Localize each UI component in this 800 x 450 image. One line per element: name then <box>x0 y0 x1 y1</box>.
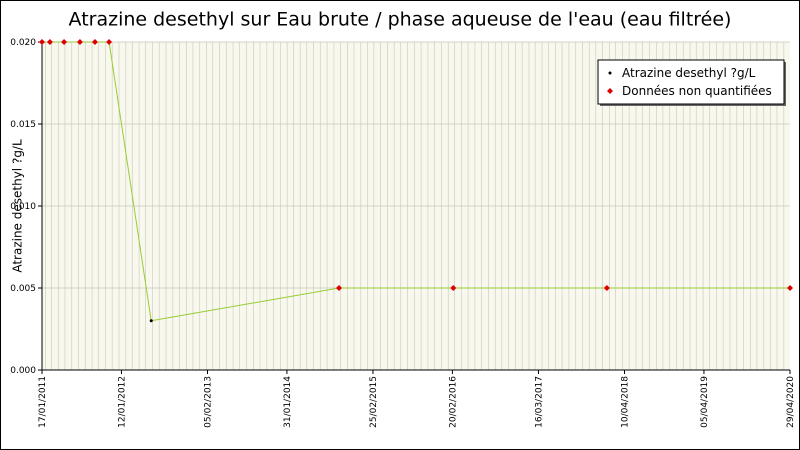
x-tick-label: 20/02/2016 <box>448 376 458 428</box>
y-axis-label: Atrazine desethyl ?g/L <box>11 139 25 273</box>
point <box>335 285 342 291</box>
y-tick-label: 0.020 <box>10 38 36 48</box>
line-segment <box>151 287 340 322</box>
x-tick-label: 12/01/2012 <box>117 376 127 428</box>
y-tick-label: 0.005 <box>10 284 36 294</box>
legend-marker <box>607 88 613 94</box>
legend: Atrazine desethyl ?g/L Données non quanti… <box>597 59 786 106</box>
x-tick-label: 29/04/2020 <box>786 376 796 428</box>
legend-label: Données non quantifiées <box>622 84 772 98</box>
point <box>106 39 113 45</box>
legend-marker <box>608 71 612 75</box>
point <box>149 319 153 323</box>
legend-label: Atrazine desethyl ?g/L <box>622 66 756 80</box>
point <box>787 285 793 291</box>
x-tick-label: 05/02/2013 <box>203 376 213 428</box>
y-tick-label: 0.010 <box>10 202 36 212</box>
point <box>76 39 83 45</box>
marks <box>39 39 793 323</box>
point <box>603 285 610 291</box>
point <box>46 39 53 45</box>
x-tick-label: 17/01/2011 <box>38 376 48 428</box>
point <box>450 285 457 291</box>
x-tick-label: 10/04/2018 <box>621 376 631 428</box>
y-tick-label: 0.000 <box>10 366 36 376</box>
x-tick-label: 05/04/2019 <box>700 376 710 428</box>
line-segment <box>108 41 152 321</box>
chart-title: Atrazine desethyl sur Eau brute / phase … <box>69 9 732 31</box>
y-tick-label: 0.015 <box>10 120 36 130</box>
point <box>39 39 45 45</box>
point <box>61 39 68 45</box>
point <box>91 39 98 45</box>
x-tick-label: 31/01/2014 <box>283 376 293 428</box>
legend-box <box>597 59 785 105</box>
x-tick-label: 16/03/2017 <box>534 376 544 428</box>
x-tick-label: 25/02/2015 <box>369 376 379 428</box>
